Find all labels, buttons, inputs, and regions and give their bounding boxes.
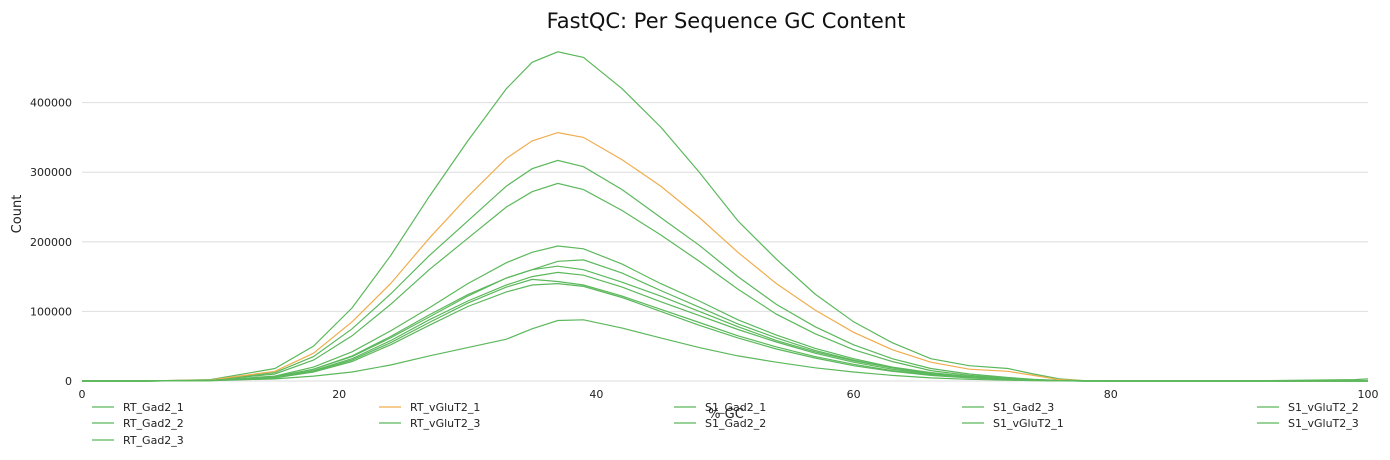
x-tick-label: 80 [1104, 388, 1118, 401]
x-axis-label: % GC [708, 407, 744, 422]
series-line-S1_Gad2_2 [82, 282, 1368, 382]
y-axis-label: Count [10, 195, 25, 234]
series-line-RT_vGluT2_3 [82, 265, 1368, 382]
legend-item-S1_Gad2_2[interactable]: S1_Gad2_2 [674, 417, 766, 430]
legend-item-RT_Gad2_2[interactable]: RT_Gad2_2 [92, 417, 184, 430]
legend-item-S1_vGluT2_1[interactable]: S1_vGluT2_1 [962, 417, 1064, 430]
chart-title: FastQC: Per Sequence GC Content [547, 9, 906, 33]
series-line-RT_vGluT2_1 [82, 131, 1368, 382]
legend-item-S1_Gad2_1[interactable]: S1_Gad2_1 [674, 401, 766, 414]
legend-item-RT_vGluT2_1[interactable]: RT_vGluT2_1 [379, 401, 480, 414]
legend-label: S1_vGluT2_2 [1288, 401, 1359, 414]
legend-label: RT_Gad2_1 [123, 401, 184, 414]
y-tick-label: 300000 [30, 166, 72, 179]
x-tick-label: 40 [589, 388, 603, 401]
legend-item-RT_Gad2_3[interactable]: RT_Gad2_3 [92, 434, 184, 447]
legend-item-RT_Gad2_1[interactable]: RT_Gad2_1 [92, 401, 184, 414]
series-line-S1_vGluT2_3 [82, 271, 1368, 382]
y-tick-label: 100000 [30, 305, 72, 318]
legend-label: RT_Gad2_2 [123, 417, 184, 430]
legend-label: RT_Gad2_3 [123, 434, 184, 447]
legend-item-S1_vGluT2_2[interactable]: S1_vGluT2_2 [1257, 401, 1359, 414]
y-tick-label: 200000 [30, 236, 72, 249]
gridlines [82, 102, 1368, 382]
y-tick-label: 400000 [30, 97, 72, 110]
legend-label: S1_Gad2_1 [705, 401, 766, 414]
y-axis-ticks: 0 100000 200000 300000 400000 [30, 97, 72, 388]
x-tick-label: 20 [332, 388, 346, 401]
series-lines [82, 51, 1369, 382]
series-line-RT_Gad2_2 [82, 159, 1368, 382]
x-tick-label: 100 [1358, 388, 1379, 401]
x-tick-label: 60 [847, 388, 861, 401]
legend[interactable]: RT_Gad2_1 RT_Gad2_2 RT_Gad2_3 RT_vGluT2_1 RT… [92, 401, 1359, 447]
legend-item-RT_vGluT2_3[interactable]: RT_vGluT2_3 [379, 417, 480, 430]
legend-label: S1_vGluT2_1 [993, 417, 1064, 430]
legend-label: RT_vGluT2_3 [410, 417, 480, 430]
legend-label: S1_vGluT2_3 [1288, 417, 1359, 430]
y-tick-label: 0 [65, 375, 72, 388]
legend-label: RT_vGluT2_1 [410, 401, 480, 414]
x-axis-ticks: 0 20 40 60 80 100 [79, 388, 1379, 401]
series-line-RT_Gad2_1 [82, 51, 1369, 382]
x-tick-label: 0 [79, 388, 86, 401]
legend-item-S1_Gad2_3[interactable]: S1_Gad2_3 [962, 401, 1054, 414]
series-line-RT_Gad2_3 [82, 182, 1368, 382]
series-line-S1_Gad2_1 [82, 278, 1368, 382]
series-line-S1_vGluT2_2 [82, 259, 1368, 382]
legend-label: S1_Gad2_2 [705, 417, 766, 430]
legend-item-S1_vGluT2_3[interactable]: S1_vGluT2_3 [1257, 417, 1359, 430]
legend-label: S1_Gad2_3 [993, 401, 1054, 414]
